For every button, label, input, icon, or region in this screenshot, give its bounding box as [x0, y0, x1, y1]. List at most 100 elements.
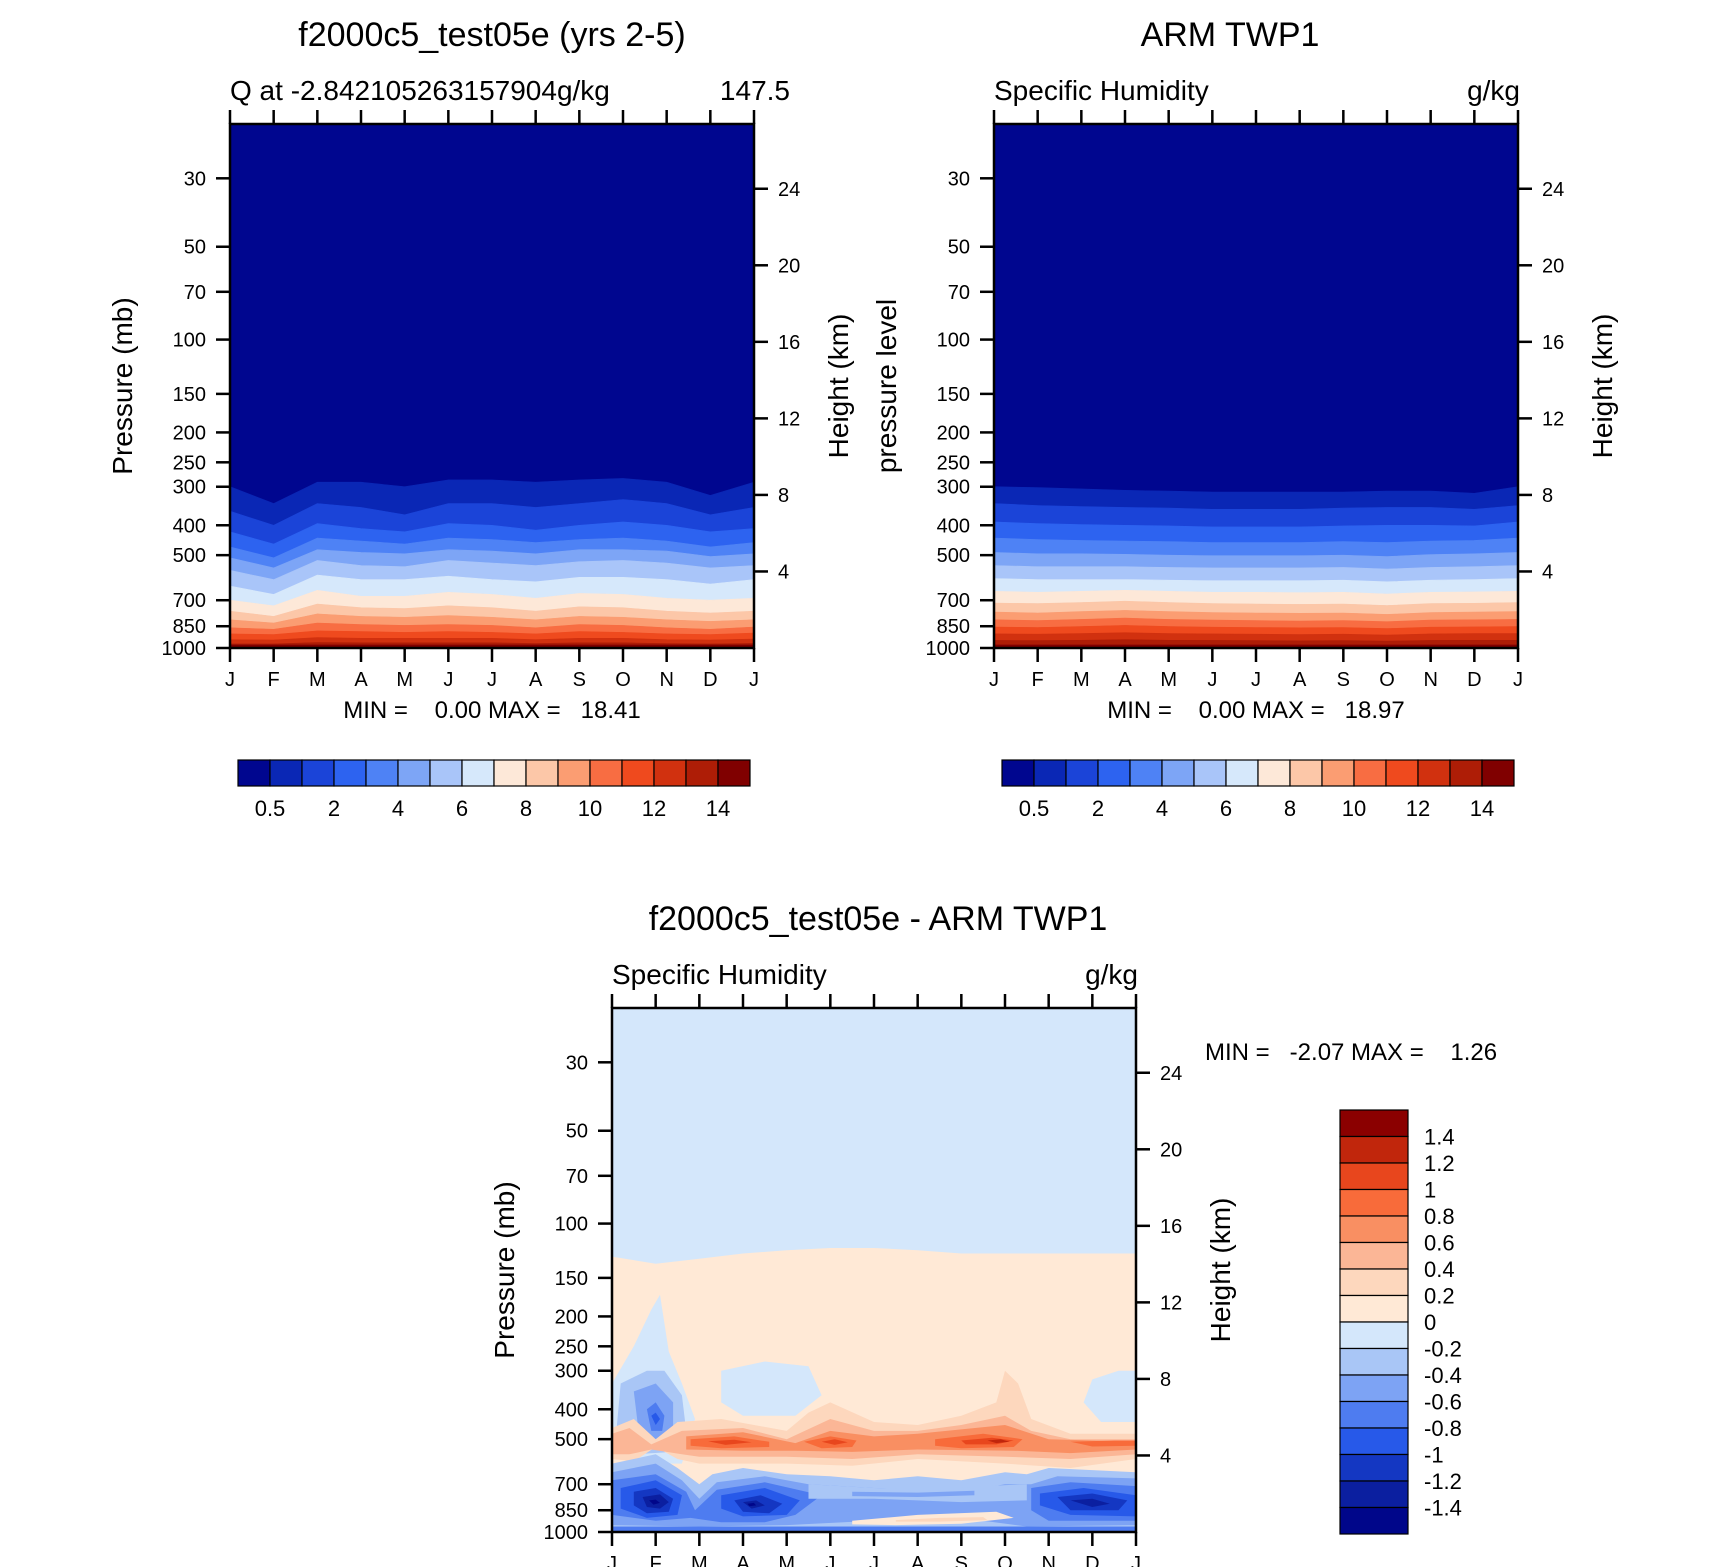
height-tick-label: 4 — [778, 561, 789, 583]
height-tick-label: 12 — [1542, 408, 1564, 430]
month-tick-label: O — [615, 669, 631, 691]
colorbar-swatch — [1481, 759, 1515, 787]
colorbar-label: -0.8 — [1424, 1416, 1462, 1441]
height-tick-label: 16 — [778, 332, 800, 354]
pressure-tick-label: 250 — [937, 452, 970, 474]
colorbar-label: 2 — [328, 796, 340, 821]
colorbar-label: -1 — [1424, 1443, 1444, 1468]
colorbar-label: 1.2 — [1424, 1151, 1455, 1176]
colorbar-swatch — [1339, 1188, 1409, 1217]
panel-obs-ylabel: pressure level — [871, 299, 902, 473]
panel-obs-minmax: MIN = 0.00 MAX = 18.97 — [1107, 697, 1404, 724]
month-tick-label: D — [703, 669, 717, 691]
panel-model-y2label: Height (km) — [823, 314, 854, 459]
colorbar-swatch — [1339, 1506, 1409, 1535]
colorbar-swatch — [1339, 1135, 1409, 1164]
colorbar-label: 14 — [706, 796, 730, 821]
month-tick-label: A — [529, 669, 543, 691]
colorbar-label: 0 — [1424, 1310, 1436, 1335]
pressure-tick-label: 700 — [937, 590, 970, 612]
colorbar-swatch — [1257, 759, 1291, 787]
height-tick-label: 8 — [1542, 485, 1553, 507]
pressure-tick-label: 1000 — [162, 638, 207, 660]
pressure-tick-label: 300 — [173, 477, 206, 499]
panel-model-title: f2000c5_test05e (yrs 2-5) — [298, 16, 685, 54]
height-tick-label: 4 — [1542, 561, 1553, 583]
pressure-tick-label: 850 — [555, 1500, 588, 1522]
colorbar-swatch — [1339, 1109, 1409, 1138]
colorbar-swatch — [1339, 1215, 1409, 1244]
plot-area-model: J F M A M J J A S O N D J 30 50 70 100 150 200 250 300 400 500… — [162, 110, 800, 691]
panel-obs-subtitle-right: g/kg — [1467, 75, 1520, 106]
colorbar-swatch — [1417, 759, 1451, 787]
panel-diff-ylabel: Pressure (mb) — [489, 1181, 520, 1358]
contour-band — [651, 1412, 660, 1425]
month-tick-label: N — [1041, 1553, 1055, 1567]
pressure-tick-label: 1000 — [926, 638, 971, 660]
pressure-tick-label: 50 — [566, 1121, 588, 1143]
height-tick-label: 24 — [778, 179, 800, 201]
height-tick-label: 8 — [778, 485, 789, 507]
pressure-tick-label: 150 — [173, 384, 206, 406]
colorbar-swatch — [1339, 1400, 1409, 1429]
pressure-tick-label: 250 — [555, 1336, 588, 1358]
pressure-tick-label: 300 — [555, 1361, 588, 1383]
colorbar-label: -0.2 — [1424, 1337, 1462, 1362]
colorbar-swatch — [237, 759, 271, 787]
colorbar-swatch — [1339, 1480, 1409, 1509]
colorbar-swatch — [1339, 1321, 1409, 1350]
month-tick-label: J — [225, 669, 235, 691]
month-tick-label: J — [1207, 669, 1217, 691]
colorbar-swatch — [1339, 1162, 1409, 1191]
month-tick-label: J — [1251, 669, 1261, 691]
colorbar-label: 12 — [642, 796, 666, 821]
colorbar-swatch — [493, 759, 527, 787]
pressure-tick-label: 150 — [937, 384, 970, 406]
colorbar-diff: 1.41.210.80.60.40.20-0.2-0.4-0.6-0.8-1-1… — [1339, 1109, 1462, 1535]
pressure-tick-label: 250 — [173, 452, 206, 474]
month-tick-label: J — [443, 669, 453, 691]
contour-band — [721, 1361, 822, 1416]
colorbar-swatch — [717, 759, 751, 787]
month-tick-label: N — [659, 669, 673, 691]
pressure-tick-label: 400 — [937, 515, 970, 537]
contour-band — [747, 1502, 757, 1507]
panel-diff-title: f2000c5_test05e - ARM TWP1 — [649, 900, 1108, 938]
contour-band — [821, 1439, 848, 1445]
month-tick-label: J — [1131, 1553, 1141, 1567]
colorbar-swatch — [1339, 1453, 1409, 1482]
month-tick-label: J — [749, 669, 759, 691]
colorbar-swatch — [365, 759, 399, 787]
colorbar-swatch — [589, 759, 623, 787]
height-tick-label: 20 — [1160, 1139, 1182, 1161]
height-tick-label: 20 — [778, 255, 800, 277]
month-tick-label: A — [354, 669, 368, 691]
pressure-tick-label: 50 — [948, 237, 970, 259]
height-tick-label: 8 — [1160, 1369, 1171, 1391]
colorbar-label: 8 — [520, 796, 532, 821]
month-tick-label: F — [650, 1553, 662, 1567]
month-tick-label: J — [989, 669, 999, 691]
height-tick-label: 16 — [1160, 1216, 1182, 1238]
plot-area-diff: J F M A M J J A S O N D J 30 50 70 100 150 200 250 300 400 500… — [544, 994, 1182, 1567]
colorbar-label: -1.4 — [1424, 1496, 1462, 1521]
pressure-tick-label: 300 — [937, 477, 970, 499]
pressure-tick-label: 70 — [948, 282, 970, 304]
pressure-tick-label: 1000 — [544, 1522, 589, 1544]
colorbar-label: 6 — [1220, 796, 1232, 821]
panel-model-ylabel: Pressure (mb) — [107, 297, 138, 474]
month-tick-label: M — [1160, 669, 1177, 691]
month-tick-label: F — [268, 669, 280, 691]
colorbar-label: 10 — [578, 796, 602, 821]
panel-diff-subtitle-right: g/kg — [1085, 959, 1138, 990]
pressure-tick-label: 500 — [173, 545, 206, 567]
colorbar-label: -0.4 — [1424, 1363, 1462, 1388]
panel-model: f2000c5_test05e (yrs 2-5) Q at -2.842105… — [107, 16, 854, 821]
panel-diff: f2000c5_test05e - ARM TWP1 Specific Humi… — [489, 900, 1497, 1567]
pressure-tick-label: 30 — [566, 1052, 588, 1074]
colorbar-label: 0.5 — [1019, 796, 1050, 821]
colorbar-swatch — [1353, 759, 1387, 787]
pressure-tick-label: 500 — [937, 545, 970, 567]
panel-diff-y2label: Height (km) — [1205, 1198, 1236, 1343]
colorbar-swatch — [1001, 759, 1035, 787]
